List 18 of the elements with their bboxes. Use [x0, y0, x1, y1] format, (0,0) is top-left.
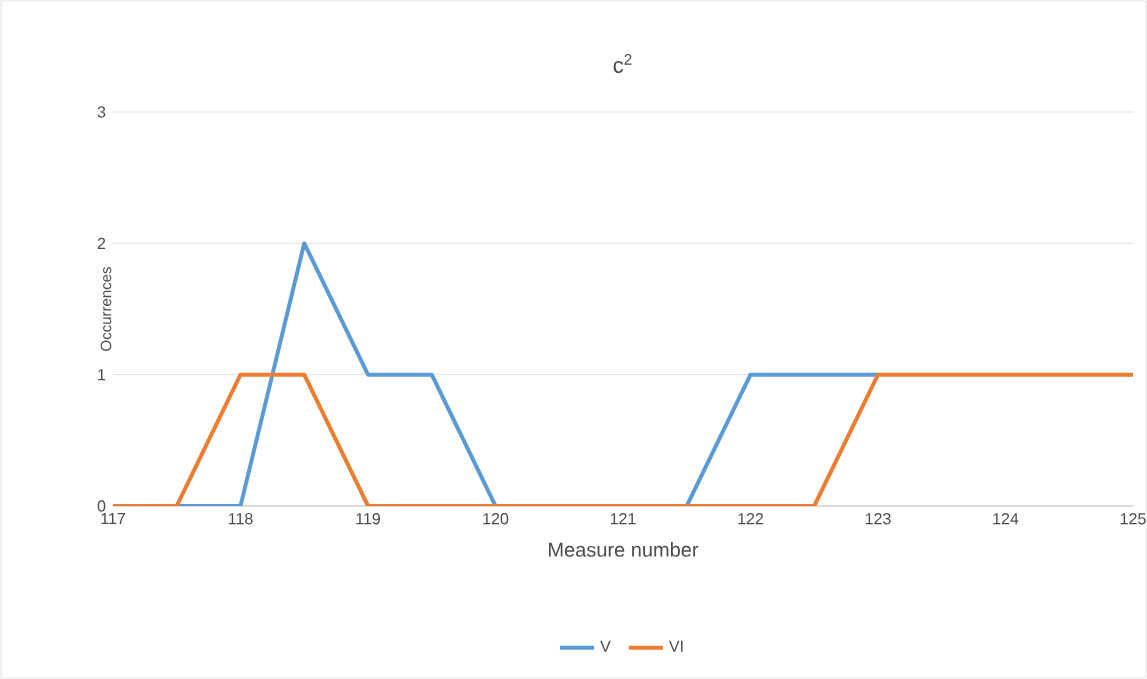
x-tick-label: 119	[356, 513, 380, 525]
y-axis-title: Occurrences	[100, 267, 112, 351]
y-tick-label: 3	[97, 106, 106, 118]
x-tick-label: 125	[1120, 513, 1146, 525]
y-tick-label: 0	[97, 500, 106, 512]
x-tick-label: 120	[483, 513, 509, 525]
x-tick-label: 124	[993, 513, 1019, 525]
chart-title: c$^{2}$	[613, 54, 632, 73]
x-tick-label: 121	[610, 513, 636, 525]
x-tick-label: 122	[738, 513, 764, 525]
x-tick-label: 118	[228, 513, 253, 525]
y-tick-label: 1	[98, 369, 106, 381]
y-tick-label: 2	[97, 237, 106, 249]
x-tick-label: 123	[865, 513, 891, 525]
legend-label: VI	[668, 640, 683, 652]
x-axis-title: Measure number	[549, 542, 699, 557]
legend-label: V	[600, 640, 611, 652]
x-tick-label: 117	[101, 513, 125, 525]
